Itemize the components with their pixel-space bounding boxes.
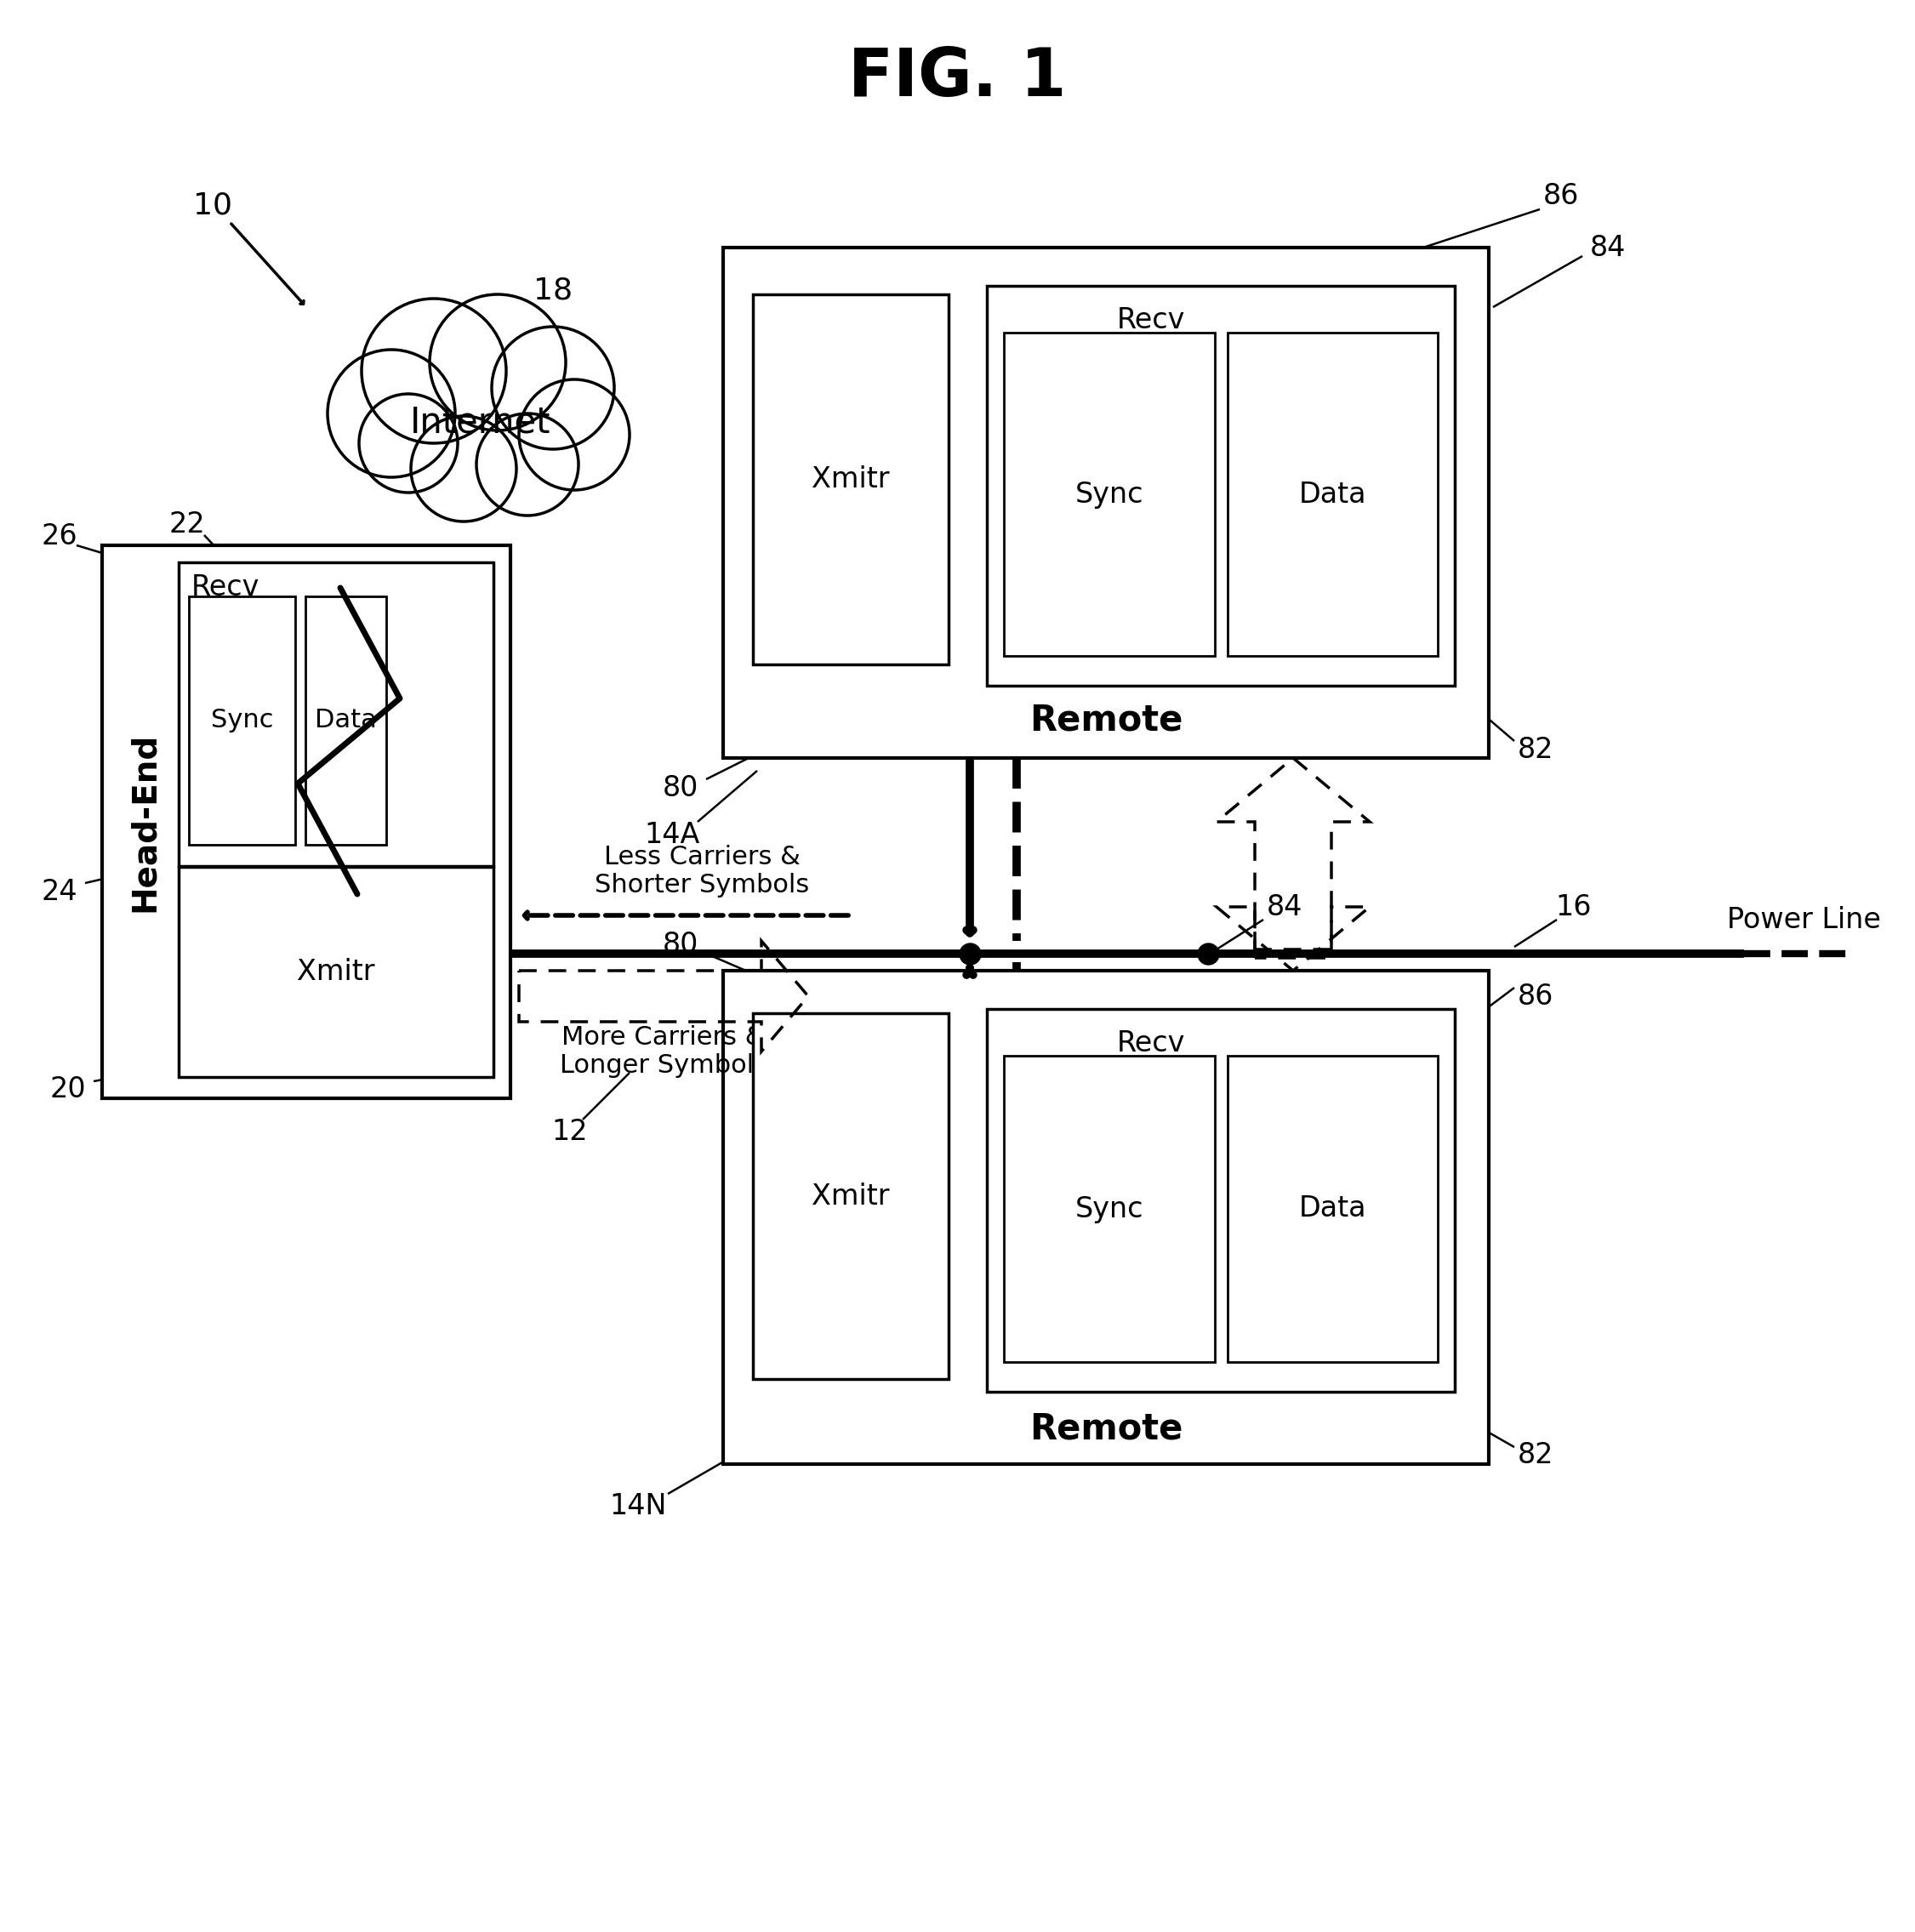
Text: 18: 18 [534, 276, 573, 305]
Text: More Carriers &
Longer Symbols: More Carriers & Longer Symbols [559, 1024, 768, 1078]
Text: 84: 84 [1266, 893, 1302, 922]
Circle shape [327, 350, 456, 477]
Text: Less Carriers &
Shorter Symbols: Less Carriers & Shorter Symbols [594, 844, 810, 898]
Circle shape [358, 394, 458, 493]
Text: 10: 10 [193, 191, 232, 220]
Circle shape [492, 327, 615, 448]
Ellipse shape [370, 375, 582, 469]
Text: 14N: 14N [609, 1493, 666, 1520]
Text: 22: 22 [169, 510, 205, 539]
Bar [986, 286, 1455, 686]
Circle shape [519, 379, 630, 491]
Text: Data: Data [1298, 1194, 1365, 1223]
Text: Recv: Recv [1116, 1030, 1185, 1057]
Bar [190, 595, 295, 844]
Bar [1228, 332, 1438, 655]
Text: 12: 12 [552, 1119, 588, 1146]
Text: Internet: Internet [410, 404, 552, 440]
Text: 80: 80 [663, 931, 699, 958]
Circle shape [477, 413, 578, 516]
Bar [1003, 1055, 1214, 1362]
Text: Data: Data [314, 707, 377, 732]
Text: Sync: Sync [1074, 481, 1143, 508]
Bar [753, 1012, 948, 1379]
Text: Remote: Remote [1028, 1410, 1183, 1447]
Text: 82: 82 [1517, 1441, 1553, 1470]
Bar [178, 562, 494, 866]
Text: Xmitr: Xmitr [812, 1182, 890, 1209]
Circle shape [362, 299, 506, 442]
Text: Data: Data [1298, 481, 1365, 508]
Text: Recv: Recv [1116, 305, 1185, 334]
Bar [101, 545, 511, 1097]
Circle shape [429, 294, 565, 431]
Bar [724, 247, 1488, 757]
Bar [304, 595, 387, 844]
Text: 84: 84 [1589, 234, 1626, 261]
Bar [178, 867, 494, 1076]
Text: 16: 16 [1555, 893, 1591, 922]
Text: Xmitr: Xmitr [812, 466, 890, 493]
Bar [986, 1009, 1455, 1391]
Text: Head-End: Head-End [128, 732, 161, 912]
Text: 80: 80 [663, 773, 699, 802]
Bar [724, 970, 1488, 1464]
Text: 86: 86 [1543, 182, 1580, 211]
Text: 20: 20 [50, 1076, 86, 1103]
Text: 14A: 14A [643, 821, 699, 848]
Text: FIG. 1: FIG. 1 [848, 44, 1067, 110]
Text: 86: 86 [1517, 981, 1553, 1010]
Text: Sync: Sync [1074, 1194, 1143, 1223]
Text: Power Line: Power Line [1727, 906, 1881, 933]
Circle shape [412, 415, 517, 522]
Bar [1228, 1055, 1438, 1362]
Text: Recv: Recv [192, 574, 260, 601]
Bar [1003, 332, 1214, 655]
Text: 24: 24 [42, 877, 79, 906]
Text: Xmitr: Xmitr [297, 958, 375, 985]
Text: Remote: Remote [1028, 701, 1183, 738]
Text: Sync: Sync [211, 707, 274, 732]
Text: 82: 82 [1517, 736, 1553, 763]
Bar [753, 294, 948, 665]
Text: 26: 26 [42, 524, 79, 551]
